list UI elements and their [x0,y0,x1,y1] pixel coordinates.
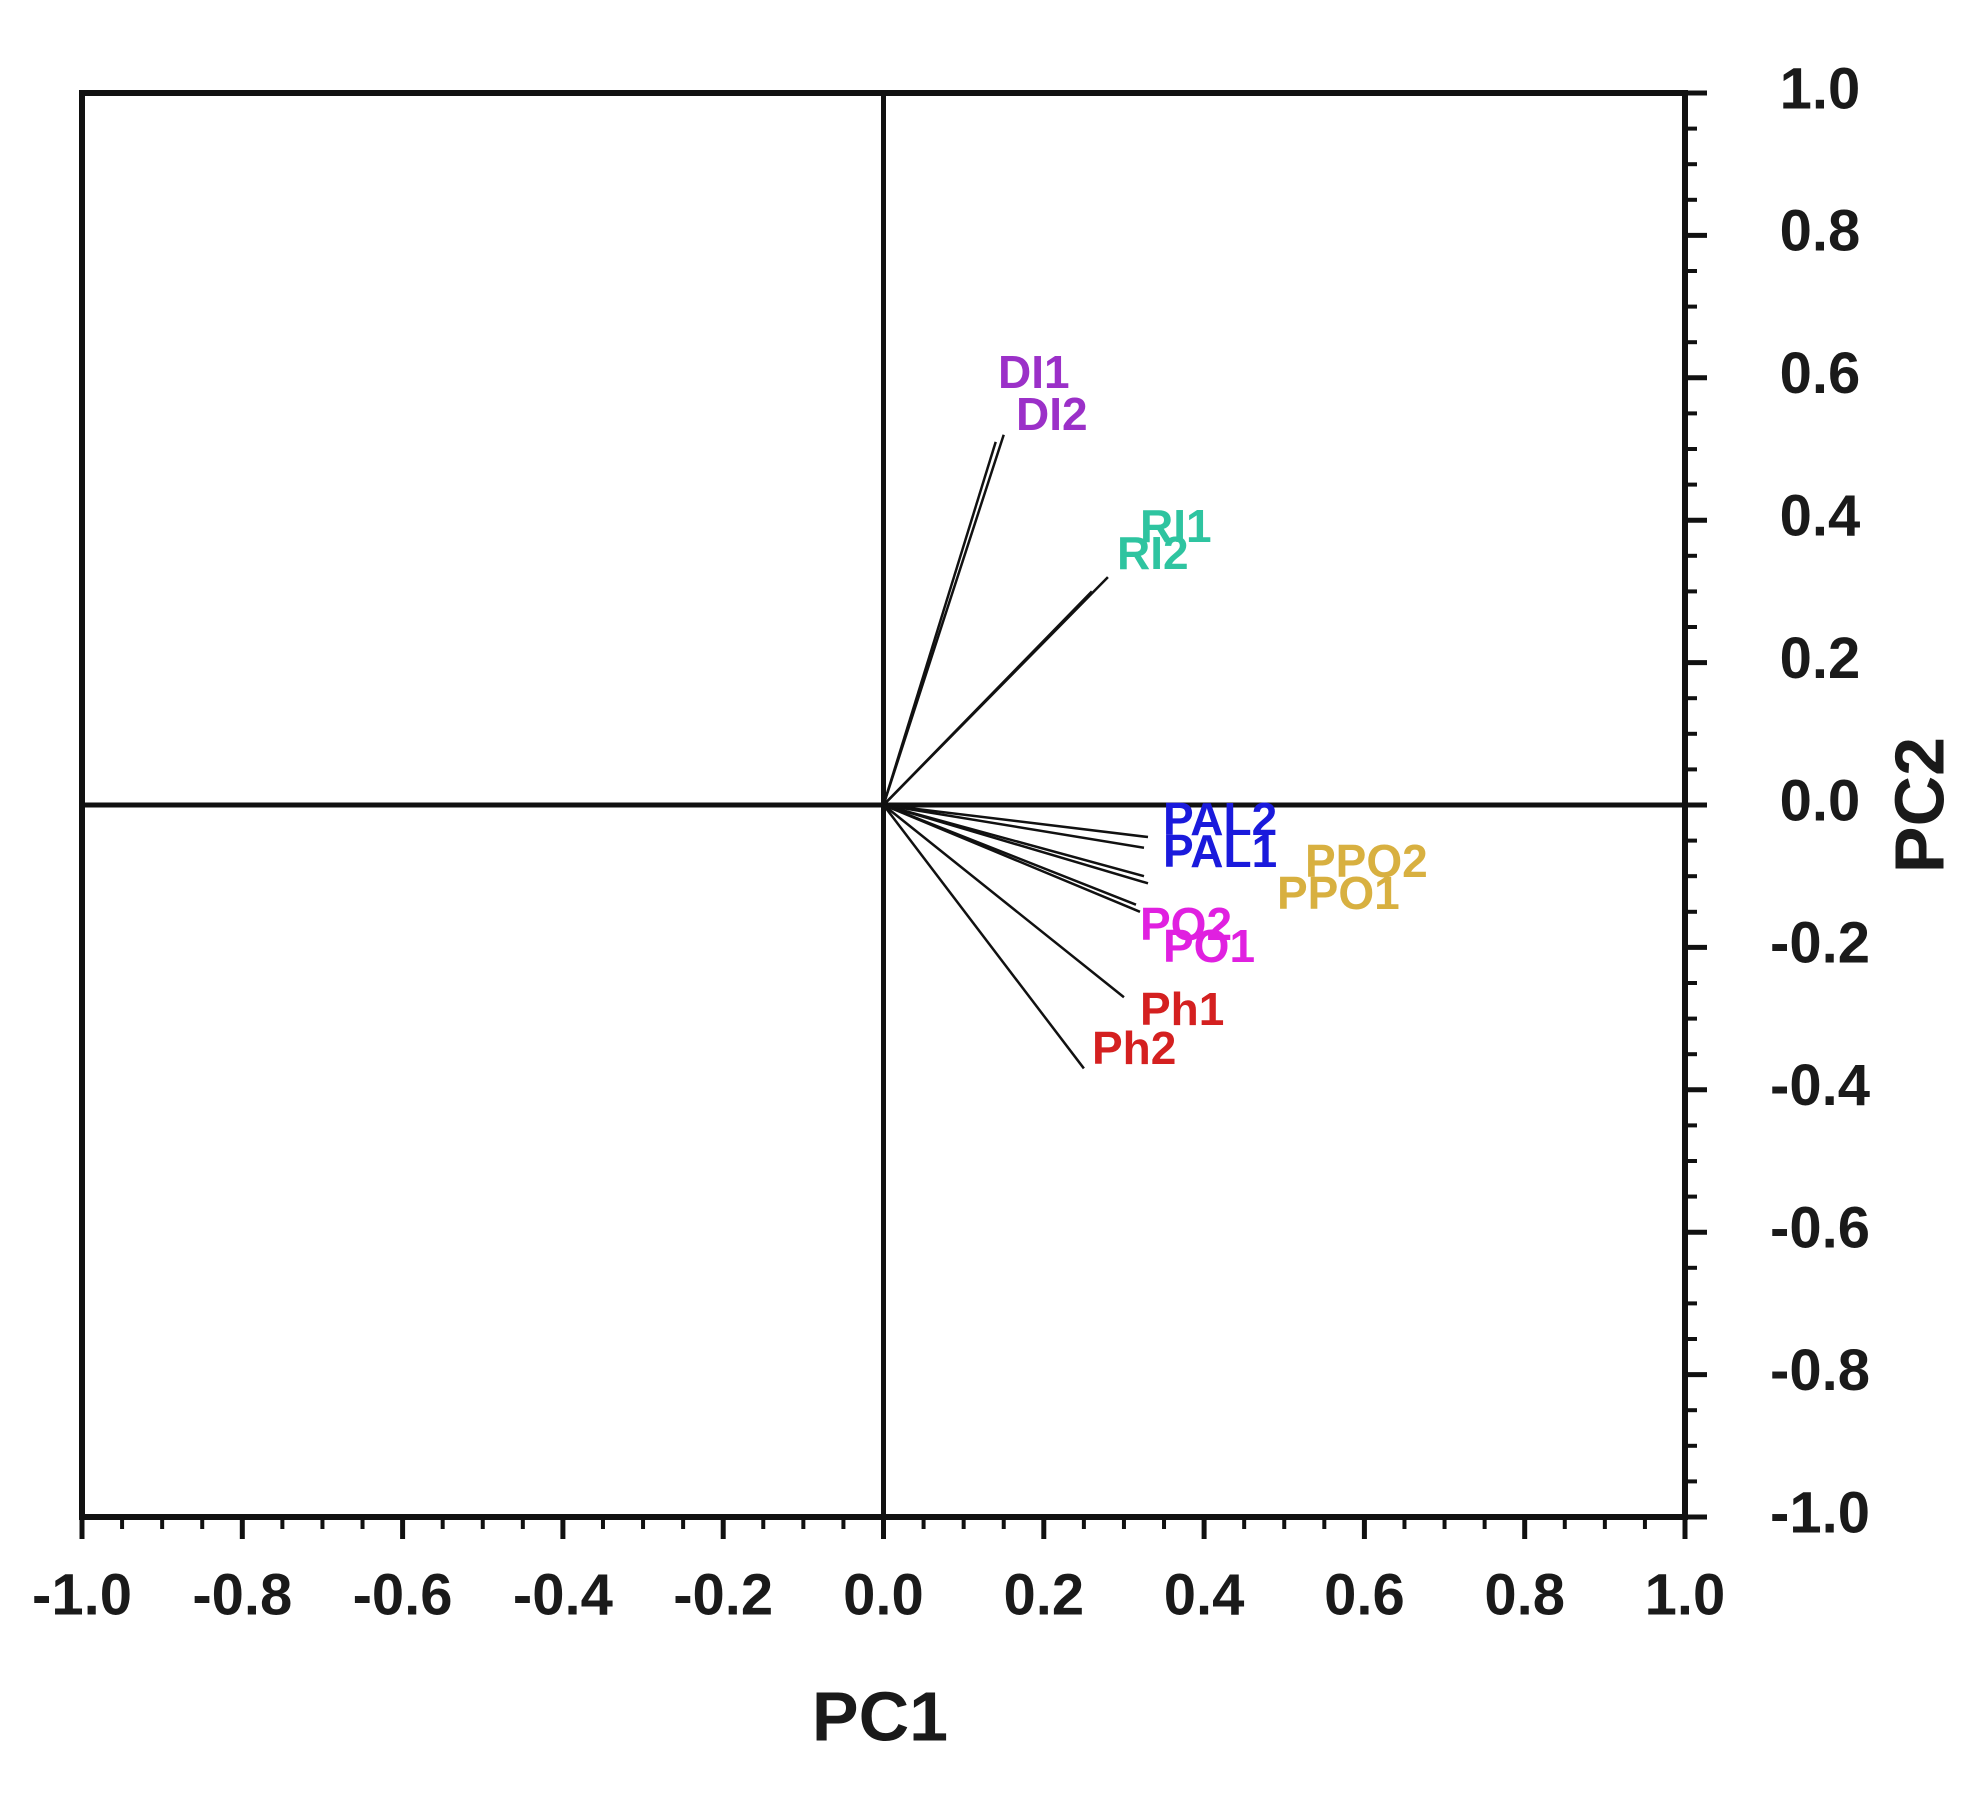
vector-label: Ph2 [1092,1022,1176,1074]
loading-vector [883,803,1149,885]
y-tick-label: 0.4 [1780,484,1861,549]
loading-vector [883,803,1145,849]
vector-label: PPO2 [1305,835,1428,887]
loading-vector [882,804,1125,999]
vector-label: DI2 [1016,388,1088,440]
x-tick-label: -0.6 [353,1562,453,1627]
x-tick-label: 0.6 [1324,1562,1405,1627]
vector-label: PAL2 [1163,793,1277,845]
loading-vector [883,803,1141,913]
loading-vector [883,803,1149,839]
loading-vector [882,804,1085,1070]
y-tick-label: 0.8 [1780,199,1861,264]
vector-label: RI2 [1117,527,1189,579]
x-tick-label: 0.0 [843,1562,924,1627]
x-tick-label: -0.4 [513,1562,613,1627]
x-tick-label: 0.4 [1164,1562,1245,1627]
x-tick-label: 0.2 [1003,1562,1084,1627]
vector-label: PO1 [1163,920,1255,972]
x-tick-label: -1.0 [32,1562,132,1627]
y-tick-label: 1.0 [1780,56,1861,121]
vector-label: RI1 [1140,500,1212,552]
y-tick-label: -0.6 [1770,1196,1870,1261]
x-tick-label: -0.2 [673,1562,773,1627]
y-tick-label: -0.8 [1770,1338,1870,1403]
loading-vector [882,590,1093,806]
y-tick-label: -0.4 [1770,1053,1870,1118]
x-axis-title: PC1 [812,1677,948,1755]
vector-label: PPO1 [1277,867,1400,919]
y-axis-title: PC2 [1880,737,1958,873]
y-tick-label: 0.2 [1780,626,1861,691]
x-tick-label: 0.8 [1484,1562,1565,1627]
x-tick-label: 1.0 [1645,1562,1726,1627]
y-tick-label: 0.0 [1780,768,1861,833]
vector-label: DI1 [998,346,1070,398]
y-tick-label: 0.6 [1780,341,1861,406]
loading-vector [882,441,997,806]
vector-label: Ph1 [1140,983,1224,1035]
vector-label: PO2 [1140,898,1232,950]
y-tick-label: -1.0 [1770,1480,1870,1545]
y-tick-label: -0.2 [1770,911,1870,976]
x-tick-label: -0.8 [192,1562,292,1627]
vector-label: PAL1 [1163,825,1277,877]
